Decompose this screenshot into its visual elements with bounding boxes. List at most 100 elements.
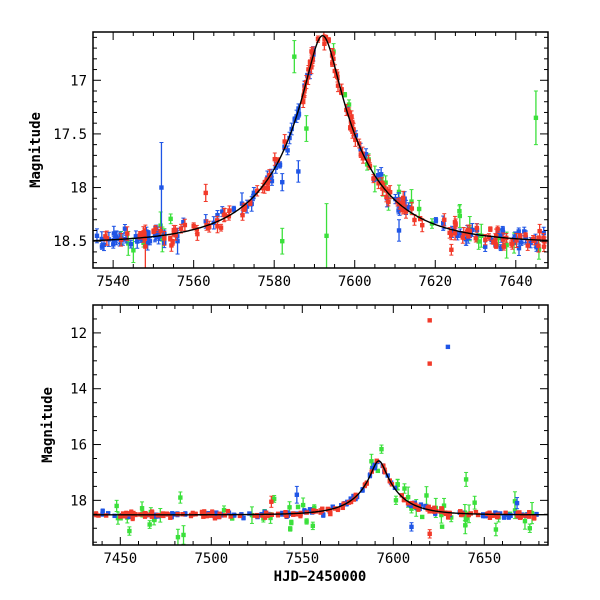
green-data-point bbox=[295, 504, 301, 510]
red-data-point bbox=[432, 505, 437, 511]
red-outlier-point bbox=[269, 495, 274, 508]
red-data-point bbox=[405, 500, 411, 506]
blue-data-point bbox=[519, 238, 524, 246]
green-outlier-point bbox=[533, 90, 539, 146]
x-tick-label: 7540 bbox=[96, 274, 130, 290]
y-tick-label: 14 bbox=[70, 382, 87, 398]
red-data-point bbox=[255, 185, 260, 197]
blue-data-point bbox=[296, 110, 302, 118]
bottom-model-curve bbox=[93, 460, 548, 516]
green-data-point bbox=[168, 213, 173, 225]
red-outlier-point bbox=[427, 529, 432, 539]
green-data-point bbox=[379, 444, 384, 454]
y-tick-label: 17.5 bbox=[53, 127, 87, 143]
red-data-point bbox=[474, 223, 480, 233]
red-data-point bbox=[523, 232, 528, 238]
red-data-point bbox=[486, 233, 492, 241]
x-tick-label: 7500 bbox=[194, 551, 228, 567]
red-data-point bbox=[201, 514, 206, 519]
green-data-point bbox=[439, 524, 445, 529]
blue-data-point bbox=[114, 231, 119, 246]
bottom-y-axis-label: Magnitude bbox=[40, 387, 56, 463]
red-data-point bbox=[488, 226, 493, 232]
bottom-ticks: 7450 7500 7550 7600 7650 12 14 16 18 bbox=[70, 304, 548, 567]
top-data-points bbox=[94, 32, 547, 268]
top-panel: 7540 7560 7580 7600 7620 7640 17 17.5 18 18.5 Mag… bbox=[28, 31, 549, 290]
red-data-point bbox=[328, 511, 333, 517]
red-data-point bbox=[458, 509, 463, 514]
green-outlier-point bbox=[416, 199, 422, 219]
red-data-point bbox=[162, 231, 167, 246]
red-data-point bbox=[138, 231, 143, 238]
blue-data-point bbox=[128, 239, 134, 249]
red-outlier-point bbox=[427, 318, 432, 323]
red-data-point bbox=[221, 207, 227, 223]
red-data-point bbox=[442, 213, 447, 227]
top-y-axis-label: Magnitude bbox=[28, 112, 44, 188]
y-tick-label: 12 bbox=[70, 326, 87, 342]
green-outlier-point bbox=[292, 40, 297, 74]
red-outlier-point bbox=[143, 224, 148, 268]
red-data-point bbox=[467, 224, 473, 238]
red-data-point bbox=[153, 224, 158, 233]
x-tick-label: 7560 bbox=[177, 274, 211, 290]
blue-outlier-point bbox=[445, 344, 451, 350]
red-data-point bbox=[218, 223, 224, 232]
red-data-point bbox=[191, 222, 196, 230]
blue-data-point bbox=[241, 515, 246, 521]
blue-data-point bbox=[433, 217, 439, 224]
blue-outlier-point bbox=[514, 497, 520, 510]
red-data-point bbox=[403, 204, 409, 219]
bottom-data-points bbox=[93, 318, 539, 545]
green-outlier-point bbox=[463, 471, 469, 487]
red-data-point bbox=[439, 506, 445, 513]
red-data-point bbox=[225, 508, 231, 514]
green-outlier-point bbox=[324, 203, 329, 268]
top-model-curve bbox=[93, 34, 548, 242]
red-data-point bbox=[263, 510, 269, 515]
green-data-point bbox=[402, 483, 407, 494]
y-tick-label: 18 bbox=[70, 181, 87, 197]
green-data-point bbox=[310, 521, 316, 531]
bottom-panel: 7450 7500 7550 7600 7650 12 14 16 18 Magnitude H… bbox=[40, 304, 549, 585]
bottom-x-axis-label: HJD−2450000 bbox=[274, 569, 367, 585]
green-data-point bbox=[393, 495, 399, 505]
green-data-point bbox=[288, 526, 293, 532]
red-data-point bbox=[518, 233, 523, 239]
red-data-point bbox=[527, 509, 532, 515]
red-data-point bbox=[267, 169, 272, 182]
red-data-point bbox=[272, 152, 277, 166]
green-data-point bbox=[115, 511, 121, 525]
red-data-point bbox=[104, 230, 110, 246]
red-data-point bbox=[376, 177, 381, 190]
green-data-point bbox=[419, 514, 425, 520]
green-outlier-point bbox=[457, 205, 462, 218]
bottom-plot-frame bbox=[92, 304, 549, 546]
x-tick-label: 7600 bbox=[338, 274, 372, 290]
green-data-point bbox=[271, 494, 277, 503]
green-data-point bbox=[289, 519, 294, 526]
green-data-point bbox=[304, 518, 309, 525]
x-tick-label: 7640 bbox=[499, 274, 533, 290]
red-data-point bbox=[321, 32, 327, 36]
blue-outlier-point bbox=[280, 173, 285, 192]
red-data-point bbox=[514, 232, 519, 248]
top-ticks: 7540 7560 7580 7600 7620 7640 17 17.5 18 18.5 bbox=[53, 32, 548, 290]
x-tick-label: 7450 bbox=[103, 551, 137, 567]
red-outlier-point bbox=[449, 243, 454, 256]
blue-data-point bbox=[501, 514, 507, 520]
red-outlier-point bbox=[427, 361, 432, 366]
blue-data-point bbox=[146, 230, 151, 237]
red-data-point bbox=[526, 513, 531, 518]
y-tick-label: 18 bbox=[70, 493, 87, 509]
x-tick-label: 7650 bbox=[467, 551, 501, 567]
blue-outlier-point bbox=[396, 219, 402, 242]
green-data-point bbox=[493, 522, 499, 537]
red-data-point bbox=[517, 510, 522, 515]
green-outlier-point bbox=[304, 115, 309, 142]
top-plot-frame bbox=[92, 31, 549, 269]
red-data-point bbox=[265, 184, 271, 192]
blue-data-point bbox=[133, 230, 139, 243]
red-data-point bbox=[491, 239, 496, 245]
